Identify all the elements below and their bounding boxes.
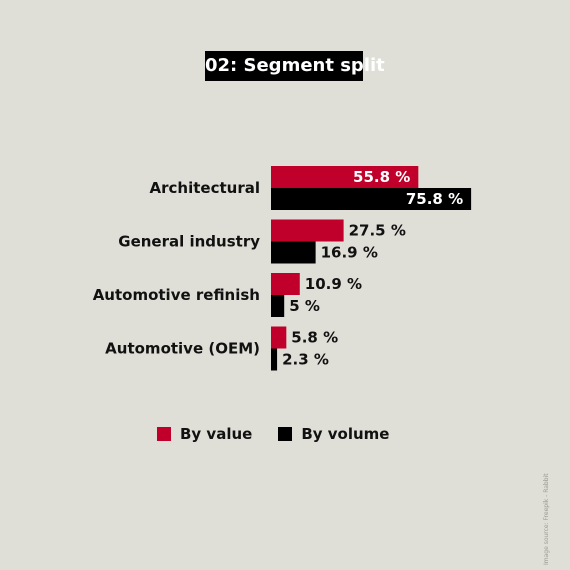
bar-by-volume-architectural: [271, 188, 472, 210]
image-credit: Image source: Freepik - Rabbit: [543, 473, 550, 565]
legend-swatch-by-volume: [278, 427, 293, 441]
legend: By value By volume: [157, 424, 389, 444]
value-label-by-value-automotive-oem: 5.8 %: [291, 329, 338, 347]
legend-swatch-by-value: [157, 427, 171, 441]
bar-by-value-automotive-refinish: [271, 273, 300, 295]
bar-by-value-automotive-oem: [271, 326, 287, 349]
value-label-by-volume-automotive-refinish: 5 %: [289, 297, 320, 315]
legend-label-by-volume: By volume: [301, 425, 390, 443]
category-label-automotive-refinish: Automotive refinish: [93, 286, 260, 304]
category-label-automotive-oem: Automotive (OEM): [105, 340, 260, 358]
category-label-general-industry: General industry: [118, 233, 260, 251]
value-label-by-volume-general-industry: 16.9 %: [321, 244, 378, 262]
value-label-by-value-architectural: 55.8 %: [353, 168, 410, 186]
bar-by-volume-automotive-oem: [271, 348, 278, 371]
legend-item-by-volume: By volume: [278, 425, 389, 443]
bar-by-volume-general-industry: [271, 241, 316, 264]
value-label-by-value-automotive-refinish: 10.9 %: [305, 275, 362, 293]
bar-by-value-general-industry: [271, 219, 344, 242]
value-label-by-volume-automotive-oem: 2.3 %: [282, 351, 329, 369]
category-label-architectural: Architectural: [150, 179, 260, 197]
value-label-by-value-general-industry: 27.5 %: [349, 222, 406, 240]
legend-label-by-value: By value: [180, 425, 253, 443]
legend-item-by-value: By value: [157, 425, 252, 443]
bar-by-value-architectural: [271, 166, 419, 188]
bar-by-volume-automotive-refinish: [271, 295, 285, 317]
value-label-by-volume-architectural: 75.8 %: [406, 190, 463, 208]
chart-title: 02: Segment split: [205, 51, 385, 81]
